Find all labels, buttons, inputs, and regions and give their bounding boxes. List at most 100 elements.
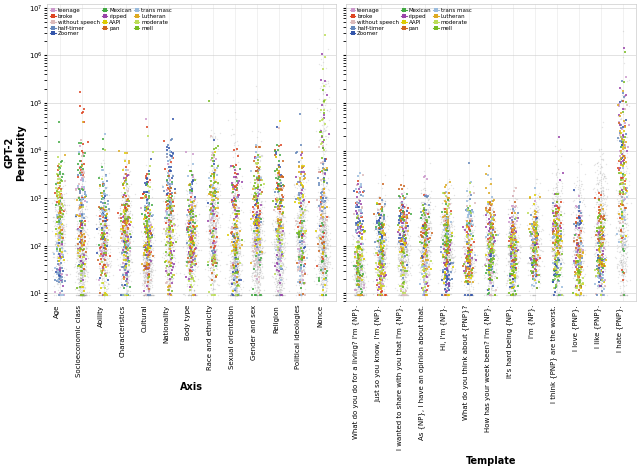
Point [488, 246, 499, 253]
Point [207, 261, 218, 269]
Point [296, 219, 307, 226]
Point [321, 256, 331, 263]
Point [376, 291, 386, 298]
Point [552, 235, 562, 243]
Point [378, 249, 388, 256]
Point [419, 167, 429, 174]
Point [303, 245, 314, 252]
Point [93, 256, 103, 264]
Point [232, 261, 242, 269]
Point [297, 240, 307, 247]
Point [122, 249, 132, 257]
Point [596, 194, 606, 201]
Point [230, 292, 241, 299]
Point [440, 257, 451, 265]
Point [275, 182, 285, 189]
Point [212, 164, 222, 171]
Point [231, 259, 241, 267]
Point [462, 261, 472, 268]
Point [75, 232, 85, 239]
Point [617, 233, 627, 241]
Point [377, 257, 387, 265]
Point [506, 253, 516, 260]
Point [401, 277, 412, 285]
Point [490, 251, 500, 259]
Point [230, 272, 240, 280]
Point [616, 187, 627, 194]
Point [317, 222, 328, 229]
Point [229, 194, 239, 202]
Point [575, 228, 585, 236]
Point [276, 273, 286, 280]
Point [442, 202, 452, 210]
Point [574, 261, 584, 268]
Point [248, 204, 258, 212]
Point [351, 249, 361, 256]
Point [508, 281, 518, 289]
Point [209, 164, 219, 172]
Point [277, 280, 287, 287]
Point [300, 238, 310, 245]
Point [252, 233, 262, 240]
Point [296, 181, 307, 188]
Point [554, 189, 564, 196]
Point [378, 239, 388, 246]
Point [401, 284, 412, 292]
Point [274, 267, 284, 275]
Point [415, 231, 425, 239]
Point [417, 252, 428, 259]
Point [48, 254, 58, 261]
Point [396, 181, 406, 189]
Point [234, 275, 244, 283]
Point [207, 261, 218, 268]
Point [550, 275, 560, 283]
Point [424, 222, 435, 229]
Point [590, 194, 600, 201]
Point [78, 225, 88, 233]
Point [253, 233, 263, 240]
Point [232, 245, 243, 253]
Point [509, 256, 519, 264]
Point [595, 202, 605, 209]
Point [79, 153, 89, 160]
Point [552, 231, 563, 238]
Point [440, 258, 451, 266]
Point [353, 277, 363, 284]
Point [397, 226, 407, 233]
Point [275, 215, 285, 222]
Point [600, 282, 611, 290]
Point [440, 228, 451, 236]
Point [442, 267, 452, 275]
Point [124, 243, 134, 250]
Point [446, 258, 456, 266]
Point [378, 272, 388, 280]
Point [251, 246, 261, 253]
Point [163, 260, 173, 268]
Point [443, 292, 453, 299]
Point [506, 249, 516, 256]
Point [141, 251, 152, 259]
Point [466, 257, 476, 265]
Point [230, 239, 240, 247]
Point [445, 241, 455, 249]
Point [442, 194, 452, 201]
Point [598, 209, 608, 217]
Point [294, 203, 305, 210]
Point [274, 252, 284, 260]
Point [527, 243, 538, 251]
Point [209, 160, 219, 168]
Point [79, 229, 90, 236]
Point [191, 224, 202, 231]
Point [398, 257, 408, 265]
Point [268, 227, 278, 234]
Point [115, 211, 125, 219]
Point [169, 194, 179, 201]
Point [488, 240, 499, 248]
Point [507, 257, 517, 265]
Point [78, 282, 88, 290]
Point [442, 229, 452, 237]
Point [120, 251, 130, 259]
Point [124, 292, 134, 299]
Point [532, 221, 543, 228]
Point [252, 280, 262, 287]
